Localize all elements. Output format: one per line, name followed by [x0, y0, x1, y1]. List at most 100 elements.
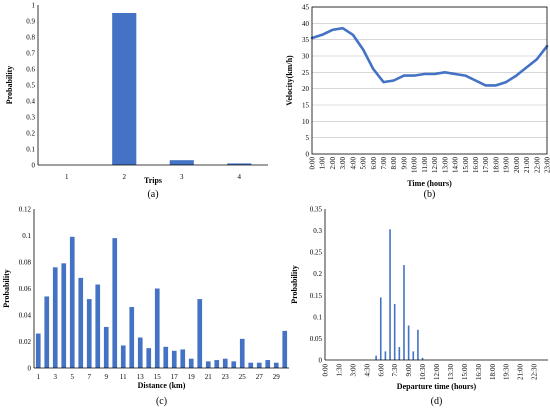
bar	[205, 361, 211, 368]
bar	[78, 277, 84, 368]
x-tick-label: 9:00	[400, 157, 408, 170]
y-tick-label: 0	[306, 151, 310, 159]
x-tick-label: 19:00	[503, 157, 511, 173]
panel-caption: (a)	[147, 189, 158, 200]
plot-frame	[311, 6, 548, 155]
y-tick-label: 0.6	[26, 66, 35, 74]
y-tick-label: 0.06	[19, 285, 32, 293]
bar	[273, 362, 279, 368]
x-axis-label: Departure time (hours)	[397, 382, 477, 391]
x-tick-label: 18:00	[489, 364, 497, 380]
bar	[248, 362, 254, 368]
x-tick-label: 5:00	[360, 157, 368, 170]
bar	[239, 338, 245, 368]
x-tick-label: 7:00	[380, 157, 388, 170]
x-tick-label: 0:00	[322, 364, 330, 377]
x-tick-label: 23	[222, 373, 230, 381]
y-tick-label: 35	[302, 36, 310, 44]
bar	[398, 347, 401, 360]
x-tick-label: 29	[273, 373, 281, 381]
x-tick-label: 2:00	[329, 157, 337, 170]
y-tick-label: 0.1	[26, 146, 35, 154]
x-axis-label: Trips	[144, 176, 162, 185]
y-tick-label: 0.9	[26, 18, 35, 26]
y-tick-label: 5	[306, 134, 310, 142]
panel-caption: (b)	[424, 189, 436, 200]
x-tick-label: 4:30	[363, 364, 371, 377]
y-tick-label: 0.2	[313, 270, 322, 278]
x-tick-label: 7:30	[391, 364, 399, 377]
x-tick-label: 1:30	[335, 364, 343, 377]
x-tick-label: 13	[137, 373, 145, 381]
x-tick-label: 6:00	[377, 364, 385, 377]
x-tick-label: 3:00	[349, 364, 357, 377]
x-tick-label: 21:00	[517, 364, 525, 380]
panel-caption: (c)	[156, 396, 167, 407]
chart-a-trips: 0 0.1 0.2 0.3 0.4 0.5 0.6 0.7 0.8 0.9 1 1 2 3 4 Trips Pr…	[5, 2, 268, 200]
x-tick-label: 11	[120, 373, 127, 381]
panel-caption: (d)	[431, 396, 443, 407]
x-tick-label: 3	[54, 373, 58, 381]
bar	[120, 345, 126, 368]
bar	[95, 284, 101, 368]
bar	[265, 360, 271, 368]
x-tick-label: 6:00	[370, 157, 378, 170]
y-tick-label: 0	[28, 365, 32, 373]
x-tick-label: 0:00	[309, 157, 317, 170]
bar	[222, 358, 228, 368]
bar	[137, 337, 143, 368]
x-tick-label: 11:00	[421, 157, 429, 173]
x-tick-label: 20:00	[513, 157, 521, 173]
series-line	[310, 26, 549, 87]
x-tick-label: 16:00	[472, 157, 480, 173]
y-tick-label: 45	[302, 4, 310, 12]
bar	[129, 307, 135, 368]
x-tick-label: 22:30	[531, 364, 539, 380]
x-tick-label: 22:00	[533, 157, 541, 173]
bar	[403, 265, 405, 360]
y-tick-label: 1	[32, 2, 36, 10]
bar	[214, 360, 220, 368]
x-tick-label: 4	[238, 173, 242, 181]
x-axis-label: Distance (km)	[138, 381, 186, 390]
bar	[227, 163, 252, 165]
x-tick-label: 13:30	[447, 364, 455, 380]
x-tick-label: 15:00	[461, 364, 469, 380]
x-tick-label: 21	[205, 373, 213, 381]
y-tick-label: 0.02	[19, 338, 32, 346]
y-tick-label: 0.4	[26, 98, 35, 106]
y-tick-label: 0.2	[26, 130, 35, 138]
y-tick-label: 0	[32, 162, 36, 170]
bar	[146, 348, 152, 368]
bar	[61, 263, 67, 368]
bar	[163, 346, 169, 368]
chart-c-distance: 00.020.040.060.080.10.121 3 5 7 9 11 13 15 17 19 2…	[2, 206, 289, 407]
x-tick-label: 21:00	[523, 157, 531, 173]
bar	[389, 229, 391, 360]
x-tick-label: 5	[71, 373, 75, 381]
bar	[393, 303, 396, 360]
bar	[197, 299, 203, 368]
bar	[112, 238, 118, 368]
x-tick-label: 15	[154, 373, 162, 381]
bar	[421, 357, 424, 360]
bar	[169, 160, 194, 165]
x-tick-label: 1	[65, 173, 69, 181]
x-tick-label: 2	[123, 173, 127, 181]
y-tick-label: 0.7	[26, 50, 35, 58]
x-tick-label: 18:00	[492, 157, 500, 173]
bar	[154, 288, 160, 368]
bar	[180, 349, 186, 368]
x-tick-label: 1:00	[319, 157, 327, 170]
bar	[171, 350, 177, 368]
bar	[256, 362, 262, 368]
bar	[407, 325, 410, 360]
bar	[188, 358, 194, 368]
x-tick-label: 23:00	[544, 157, 550, 173]
bar	[69, 236, 75, 368]
y-axis-label: Probability	[2, 269, 11, 308]
x-tick-label: 17	[171, 373, 179, 381]
y-tick-label: 15	[302, 102, 310, 110]
bar	[52, 267, 58, 368]
